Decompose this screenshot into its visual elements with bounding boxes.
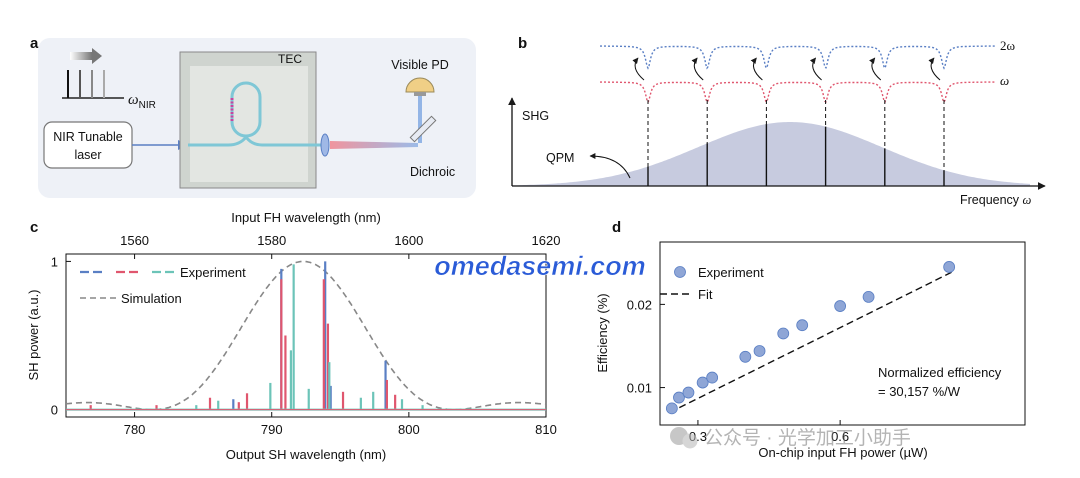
legend-experiment-label-d: Experiment [698, 265, 764, 280]
legend-experiment-marker [674, 266, 686, 278]
wechat-label: 公众号 · 光学加工小助手 [704, 427, 911, 449]
data-point [862, 290, 875, 303]
dichroic-mirror [409, 115, 437, 143]
top-x-tick-label-c: 1620 [532, 233, 561, 248]
data-point [796, 319, 809, 332]
panel-d-letter: d [612, 219, 621, 236]
data-point [696, 376, 709, 389]
top-x-tick-label-c: 1580 [257, 233, 286, 248]
shg-conversion-arrow [691, 57, 704, 81]
y-tick-label-d: 0.02 [627, 297, 652, 312]
lens [320, 133, 330, 157]
shg-axis-label: SHG [522, 109, 549, 123]
y-axis-label-d: Efficiency (%) [595, 293, 610, 372]
laser-label-line1: NIR Tunable [53, 130, 123, 144]
panel-c-letter: c [30, 219, 38, 236]
qpm-label: QPM [546, 151, 574, 165]
efficiency-annotation-line1: Normalized efficiency [878, 365, 1002, 380]
data-point [739, 350, 752, 363]
data-point [665, 402, 678, 415]
label-omega: ω [1000, 73, 1009, 88]
shg-conversion-arrow [809, 57, 822, 81]
wechat-icon [682, 433, 698, 449]
dichroic-label: Dichroic [410, 165, 455, 179]
racetrack-resonator [230, 81, 262, 138]
panel-d: d On-chip input FH power (µW) Efficiency… [595, 219, 1026, 460]
site-watermark: omedasemi.com [434, 251, 646, 281]
data-point [706, 371, 719, 384]
shg-conversion-arrow [750, 57, 763, 81]
panel-a-letter: a [30, 35, 39, 52]
simulation-curve [65, 260, 547, 411]
shg-conversion-arrow [869, 57, 882, 81]
tuning-arrowhead-icon [92, 48, 102, 64]
data-point [943, 261, 956, 273]
shg-envelope [512, 122, 1030, 186]
panel-c: c Input FH wavelength (nm) Output SH wav… [26, 210, 560, 462]
data-point [682, 386, 695, 399]
legend-fit-label: Fit [698, 287, 713, 302]
y-tick-label-d: 0.01 [627, 381, 652, 396]
efficiency-annotation-line2: = 30,157 %/W [878, 384, 961, 399]
x-tick-label-c: 810 [535, 422, 557, 437]
photodetector [405, 77, 435, 93]
data-point [834, 300, 847, 312]
tuning-arrow-icon [70, 52, 92, 60]
tec-label: TEC [278, 52, 302, 66]
legend-simulation-label: Simulation [121, 291, 182, 306]
x-tick-label-c: 800 [398, 422, 420, 437]
focused-beam [330, 141, 418, 149]
y-tick-label-c: 0 [51, 403, 58, 418]
top-axis-label-c: Input FH wavelength (nm) [231, 210, 381, 225]
y-tick-label-c: 1 [51, 254, 58, 269]
x-tick-label-c: 780 [124, 422, 146, 437]
panel-b-letter: b [518, 35, 527, 52]
y-axis-label-c: SH power (a.u.) [26, 289, 41, 380]
data-point [753, 345, 766, 357]
laser-label-line2: laser [74, 148, 101, 162]
omega-nir-label: ωNIR [128, 92, 156, 111]
resonance-2w-trace [600, 45, 995, 70]
bottom-axis-label-c: Output SH wavelength (nm) [226, 447, 386, 462]
top-x-tick-label-c: 1600 [394, 233, 423, 248]
data-point [777, 327, 790, 340]
panel-a: a ωNIR NIR Tunable laser TEC Dichroic [30, 35, 476, 198]
frequency-axis-label: Frequency ω [960, 193, 1032, 207]
wechat-watermark: 公众号 · 光学加工小助手 [670, 427, 911, 449]
panel-b: b SHG Frequency ω QPM 2ω ω [508, 35, 1046, 207]
qpm-arrow [589, 153, 631, 179]
data-point [673, 391, 685, 404]
x-axis-label-d: On-chip input FH power (µW) [758, 445, 927, 460]
plot-frame-d [659, 241, 1026, 426]
chip [190, 66, 308, 182]
legend-experiment-label: Experiment [180, 265, 246, 280]
top-x-tick-label-c: 1560 [120, 233, 149, 248]
x-tick-label-d: 0.6 [831, 429, 849, 444]
bus-waveguide [188, 134, 316, 147]
pd-label: Visible PD [391, 58, 448, 72]
photodetector-base [414, 92, 426, 96]
x-tick-label-c: 790 [261, 422, 283, 437]
label-2omega: 2ω [1000, 38, 1016, 53]
shg-conversion-arrow [632, 57, 645, 81]
resonance-w-trace [600, 81, 995, 104]
fit-line [669, 270, 955, 414]
plot-frame-c [65, 253, 547, 418]
shg-conversion-arrow [928, 57, 941, 81]
